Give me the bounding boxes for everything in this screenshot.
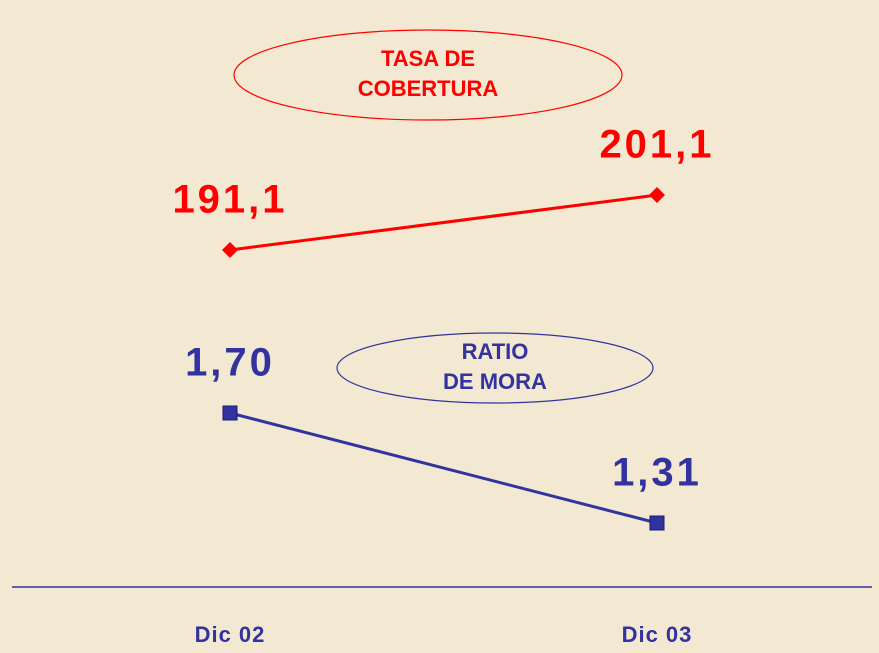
- x-tick-label: Dic 03: [622, 622, 693, 647]
- marker: [222, 405, 238, 421]
- series-line: [229, 193, 658, 252]
- data-label: 201,1: [599, 123, 714, 167]
- marker: [649, 187, 665, 203]
- series-line: [229, 411, 658, 525]
- data-label: 191,1: [172, 178, 287, 222]
- marker: [649, 515, 665, 531]
- legend-label: TASA DE COBERTURA: [358, 46, 499, 101]
- x-tick-label: Dic 02: [195, 622, 266, 647]
- data-label: 1,70: [185, 341, 275, 385]
- legend-ellipse: [233, 29, 623, 121]
- marker: [222, 242, 238, 258]
- data-label: 1,31: [612, 451, 702, 495]
- legend-ellipse: [336, 332, 654, 404]
- legend-label: RATIO DE MORA: [443, 339, 547, 394]
